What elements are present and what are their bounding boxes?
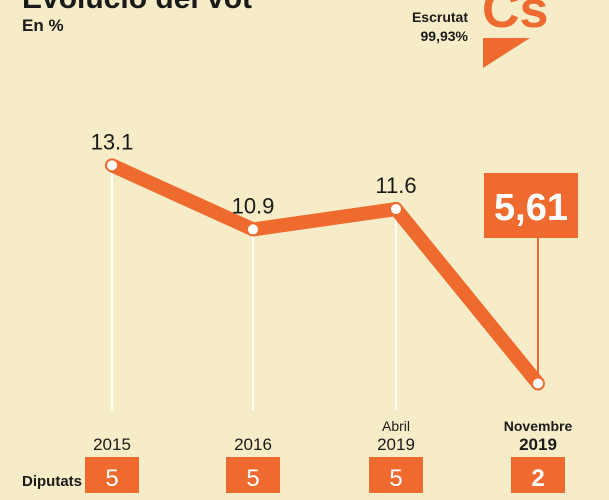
- x-tick-label: 2019: [377, 435, 415, 454]
- point: [531, 376, 545, 391]
- value-label: 10.9: [232, 193, 275, 218]
- status-label: Escrutat: [412, 9, 468, 25]
- seat-box: [85, 457, 139, 493]
- x-tick-label: Novembre: [504, 418, 573, 434]
- chart-subtitle: En %: [22, 16, 64, 35]
- highlight-box: [484, 173, 578, 238]
- value-label: 11.6: [375, 173, 416, 198]
- seat-value: 5: [105, 465, 118, 492]
- seat-value: 5: [246, 465, 259, 492]
- x-tick-label: Abril: [382, 418, 410, 434]
- seat-box: [226, 457, 280, 493]
- seats-label: Diputats: [22, 473, 82, 490]
- x-tick-label: 2015: [93, 435, 131, 454]
- logo-triangle: [483, 38, 530, 68]
- logo: Cs: [482, 0, 548, 39]
- value-label: 13.1: [91, 129, 134, 154]
- value-label: 5,61: [494, 187, 568, 229]
- chart-title: Evolució del vot: [22, 0, 252, 15]
- point: [246, 222, 260, 237]
- seat-value: 2: [531, 465, 544, 492]
- point: [105, 158, 119, 173]
- x-tick-label: 2019: [519, 435, 557, 454]
- seat-box: [511, 457, 565, 493]
- seat-box: [369, 457, 423, 493]
- seat-value: 5: [389, 465, 402, 492]
- series-line: [109, 158, 544, 388]
- status-value: 99,93%: [421, 28, 469, 44]
- point: [389, 202, 403, 217]
- x-tick-label: 2016: [234, 435, 272, 454]
